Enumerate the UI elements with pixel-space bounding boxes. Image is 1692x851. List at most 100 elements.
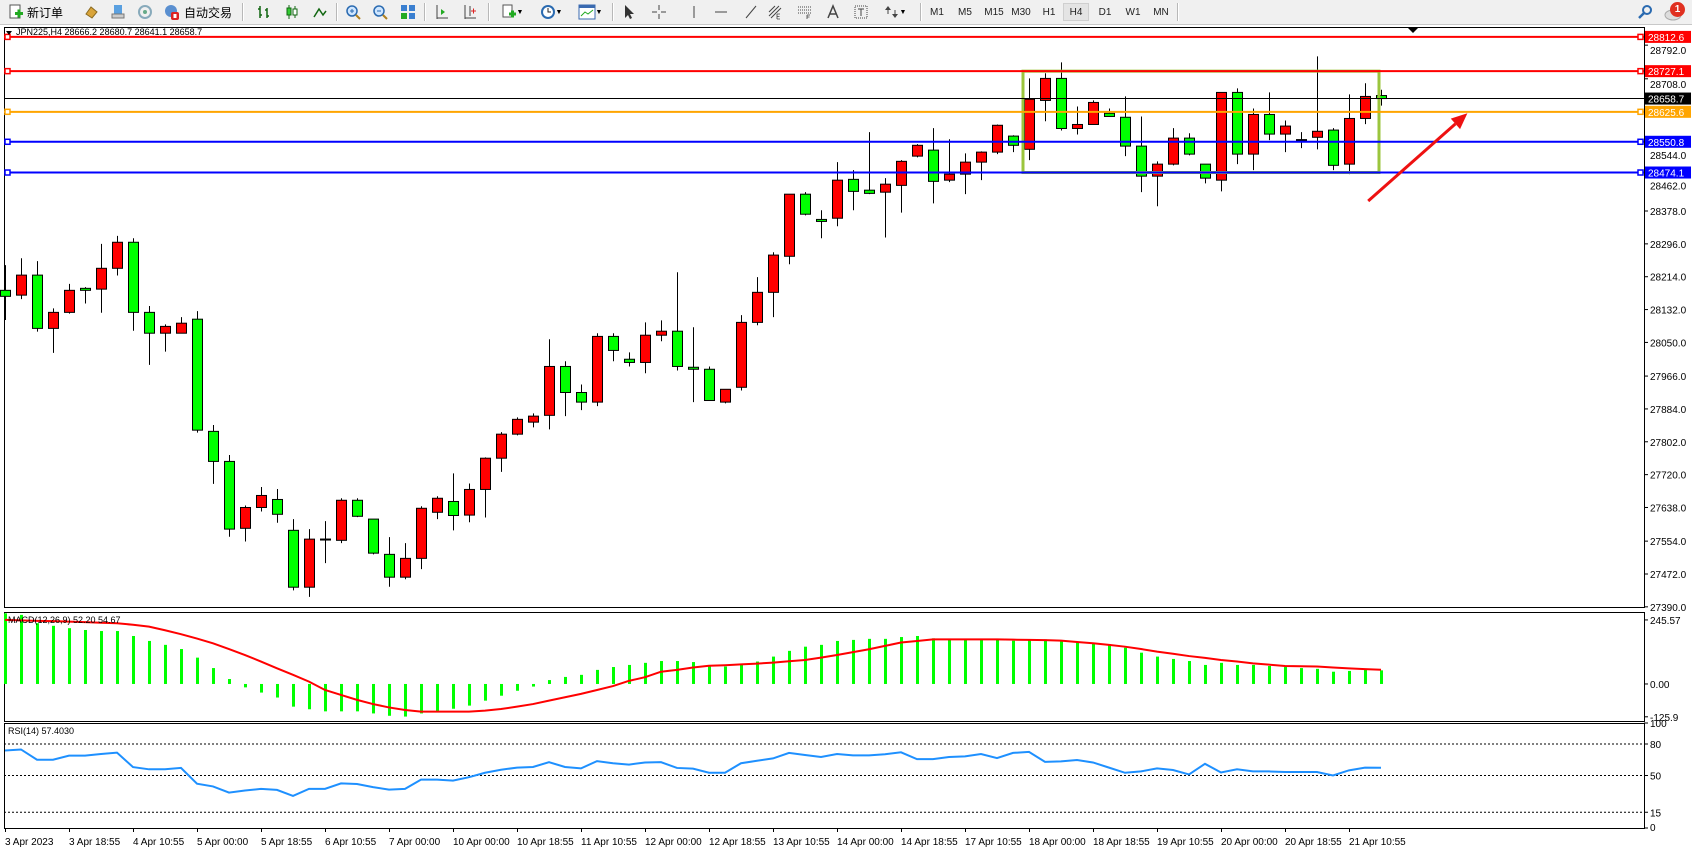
window-menu-triangle-icon[interactable]: [6, 31, 12, 35]
line-handle[interactable]: [4, 138, 11, 146]
time-tick-label: 17 Apr 10:55: [965, 837, 1022, 848]
timeframe-m5[interactable]: M5: [958, 6, 972, 18]
candle: [576, 384, 587, 411]
macd-histogram-bar: [996, 639, 999, 684]
bar-chart-button[interactable]: [255, 2, 273, 22]
candle: [656, 320, 667, 342]
cursor-button[interactable]: [620, 2, 638, 22]
candle-body: [240, 506, 251, 529]
auto-trading-button[interactable]: 自动交易: [163, 2, 232, 22]
candle-body: [608, 335, 619, 351]
line-handle[interactable]: [1637, 33, 1644, 41]
time-tick-label: 12 Apr 18:55: [709, 837, 766, 848]
trendline-button[interactable]: [742, 2, 760, 22]
timeframe-m1[interactable]: M1: [930, 6, 944, 18]
candle-body: [96, 267, 107, 290]
timeframe-h1[interactable]: H1: [1042, 6, 1056, 18]
periods-button[interactable]: ▼: [535, 2, 567, 22]
chart-shift-marker-icon[interactable]: [1407, 27, 1419, 33]
signals-button[interactable]: [136, 2, 154, 22]
arrows-button[interactable]: ▼: [880, 2, 910, 22]
new-order-button[interactable]: 新订单: [8, 2, 63, 22]
timeframe-mn[interactable]: MN: [1153, 6, 1169, 18]
text-label-button[interactable]: [852, 2, 870, 22]
line-handle[interactable]: [1637, 169, 1644, 176]
candle: [544, 339, 555, 430]
line-handle[interactable]: [4, 108, 11, 116]
rsi-tick-label: 50: [1650, 772, 1662, 783]
chart-shift-button[interactable]: [433, 2, 451, 22]
timeframe-m15[interactable]: M15: [984, 6, 1004, 18]
line-handle[interactable]: [1637, 108, 1644, 116]
line-handle[interactable]: [4, 169, 11, 176]
candle: [448, 473, 459, 531]
candle: [848, 170, 859, 211]
toolbar-separator: [336, 3, 338, 21]
candle-body: [288, 529, 299, 588]
search-button[interactable]: [1636, 2, 1654, 22]
chevron-down-icon: ▼: [516, 8, 524, 16]
fibo-retracement-button[interactable]: [796, 2, 814, 22]
indicators-button[interactable]: ▼: [497, 2, 527, 22]
macd-histogram-bar: [420, 683, 423, 714]
macd-histogram-bar: [772, 656, 775, 684]
macd-histogram-bar: [692, 662, 695, 684]
candle-body: [1040, 77, 1051, 101]
arrow-line[interactable]: [1367, 122, 1457, 203]
macd-histogram-bar: [484, 683, 487, 701]
line-handle[interactable]: [4, 33, 11, 41]
rsi-tick-label: 15: [1650, 808, 1662, 819]
candle: [480, 457, 491, 518]
time-tick-label: 5 Apr 18:55: [261, 837, 313, 848]
candle-body: [944, 173, 955, 181]
chart-background: [0, 25, 1692, 851]
templates-button[interactable]: ▼: [574, 2, 606, 22]
price-tick-label: 27390.0: [1650, 603, 1687, 614]
candle: [688, 327, 699, 403]
candle-body: [1312, 130, 1323, 138]
macd-histogram-bar: [1236, 664, 1239, 684]
horizontal-line-button[interactable]: [712, 2, 730, 22]
candle-body: [960, 161, 971, 175]
macd-histogram-bar: [1140, 652, 1143, 684]
tile-windows-button[interactable]: [399, 2, 417, 22]
timeframe-w1[interactable]: W1: [1125, 6, 1141, 18]
terminal-button[interactable]: [109, 2, 127, 22]
candle: [1152, 161, 1163, 207]
price-tick-label: 27966.0: [1650, 372, 1687, 383]
price-label: 28474.1: [1648, 169, 1685, 180]
chart-window[interactable]: 28792.0 28708.0 28544.0 28462.0 28378.0 28296…: [0, 25, 1692, 851]
macd-histogram-bar: [1108, 644, 1111, 684]
candle: [256, 487, 267, 512]
timeframe-d1[interactable]: D1: [1098, 6, 1112, 18]
timeframe-h4[interactable]: H4: [1063, 3, 1089, 21]
text-button[interactable]: [824, 2, 842, 22]
candle-body: [336, 499, 347, 541]
line-handle[interactable]: [1637, 138, 1644, 146]
zoom-out-button[interactable]: [371, 2, 389, 22]
macd-histogram-bar: [404, 683, 407, 717]
price-label: 28727.1: [1648, 67, 1685, 78]
candle-body: [736, 321, 747, 388]
price-tick-label: 28132.0: [1650, 306, 1687, 317]
macd-histogram-bar: [1284, 667, 1287, 684]
timeframe-m30[interactable]: M30: [1011, 6, 1031, 18]
macd-histogram-bar: [436, 683, 439, 712]
crosshair-button[interactable]: [650, 2, 668, 22]
macd-histogram-bar: [452, 683, 455, 709]
candle: [880, 178, 891, 238]
line-handle[interactable]: [1637, 67, 1644, 75]
candle-body: [912, 144, 923, 157]
line-chart-button[interactable]: [311, 2, 329, 22]
candle: [176, 317, 187, 334]
candlestick-button[interactable]: [283, 2, 301, 22]
market-watch-button[interactable]: [82, 2, 100, 22]
price-tick-label: 27802.0: [1650, 438, 1687, 449]
candle-body: [1248, 113, 1259, 155]
zoom-in-button[interactable]: [344, 2, 362, 22]
fibo-expansion-button[interactable]: [766, 2, 784, 22]
line-handle[interactable]: [4, 67, 11, 75]
time-tick-label: 4 Apr 10:55: [133, 837, 185, 848]
auto-scroll-button[interactable]: [461, 2, 479, 22]
vertical-line-button[interactable]: [685, 2, 703, 22]
